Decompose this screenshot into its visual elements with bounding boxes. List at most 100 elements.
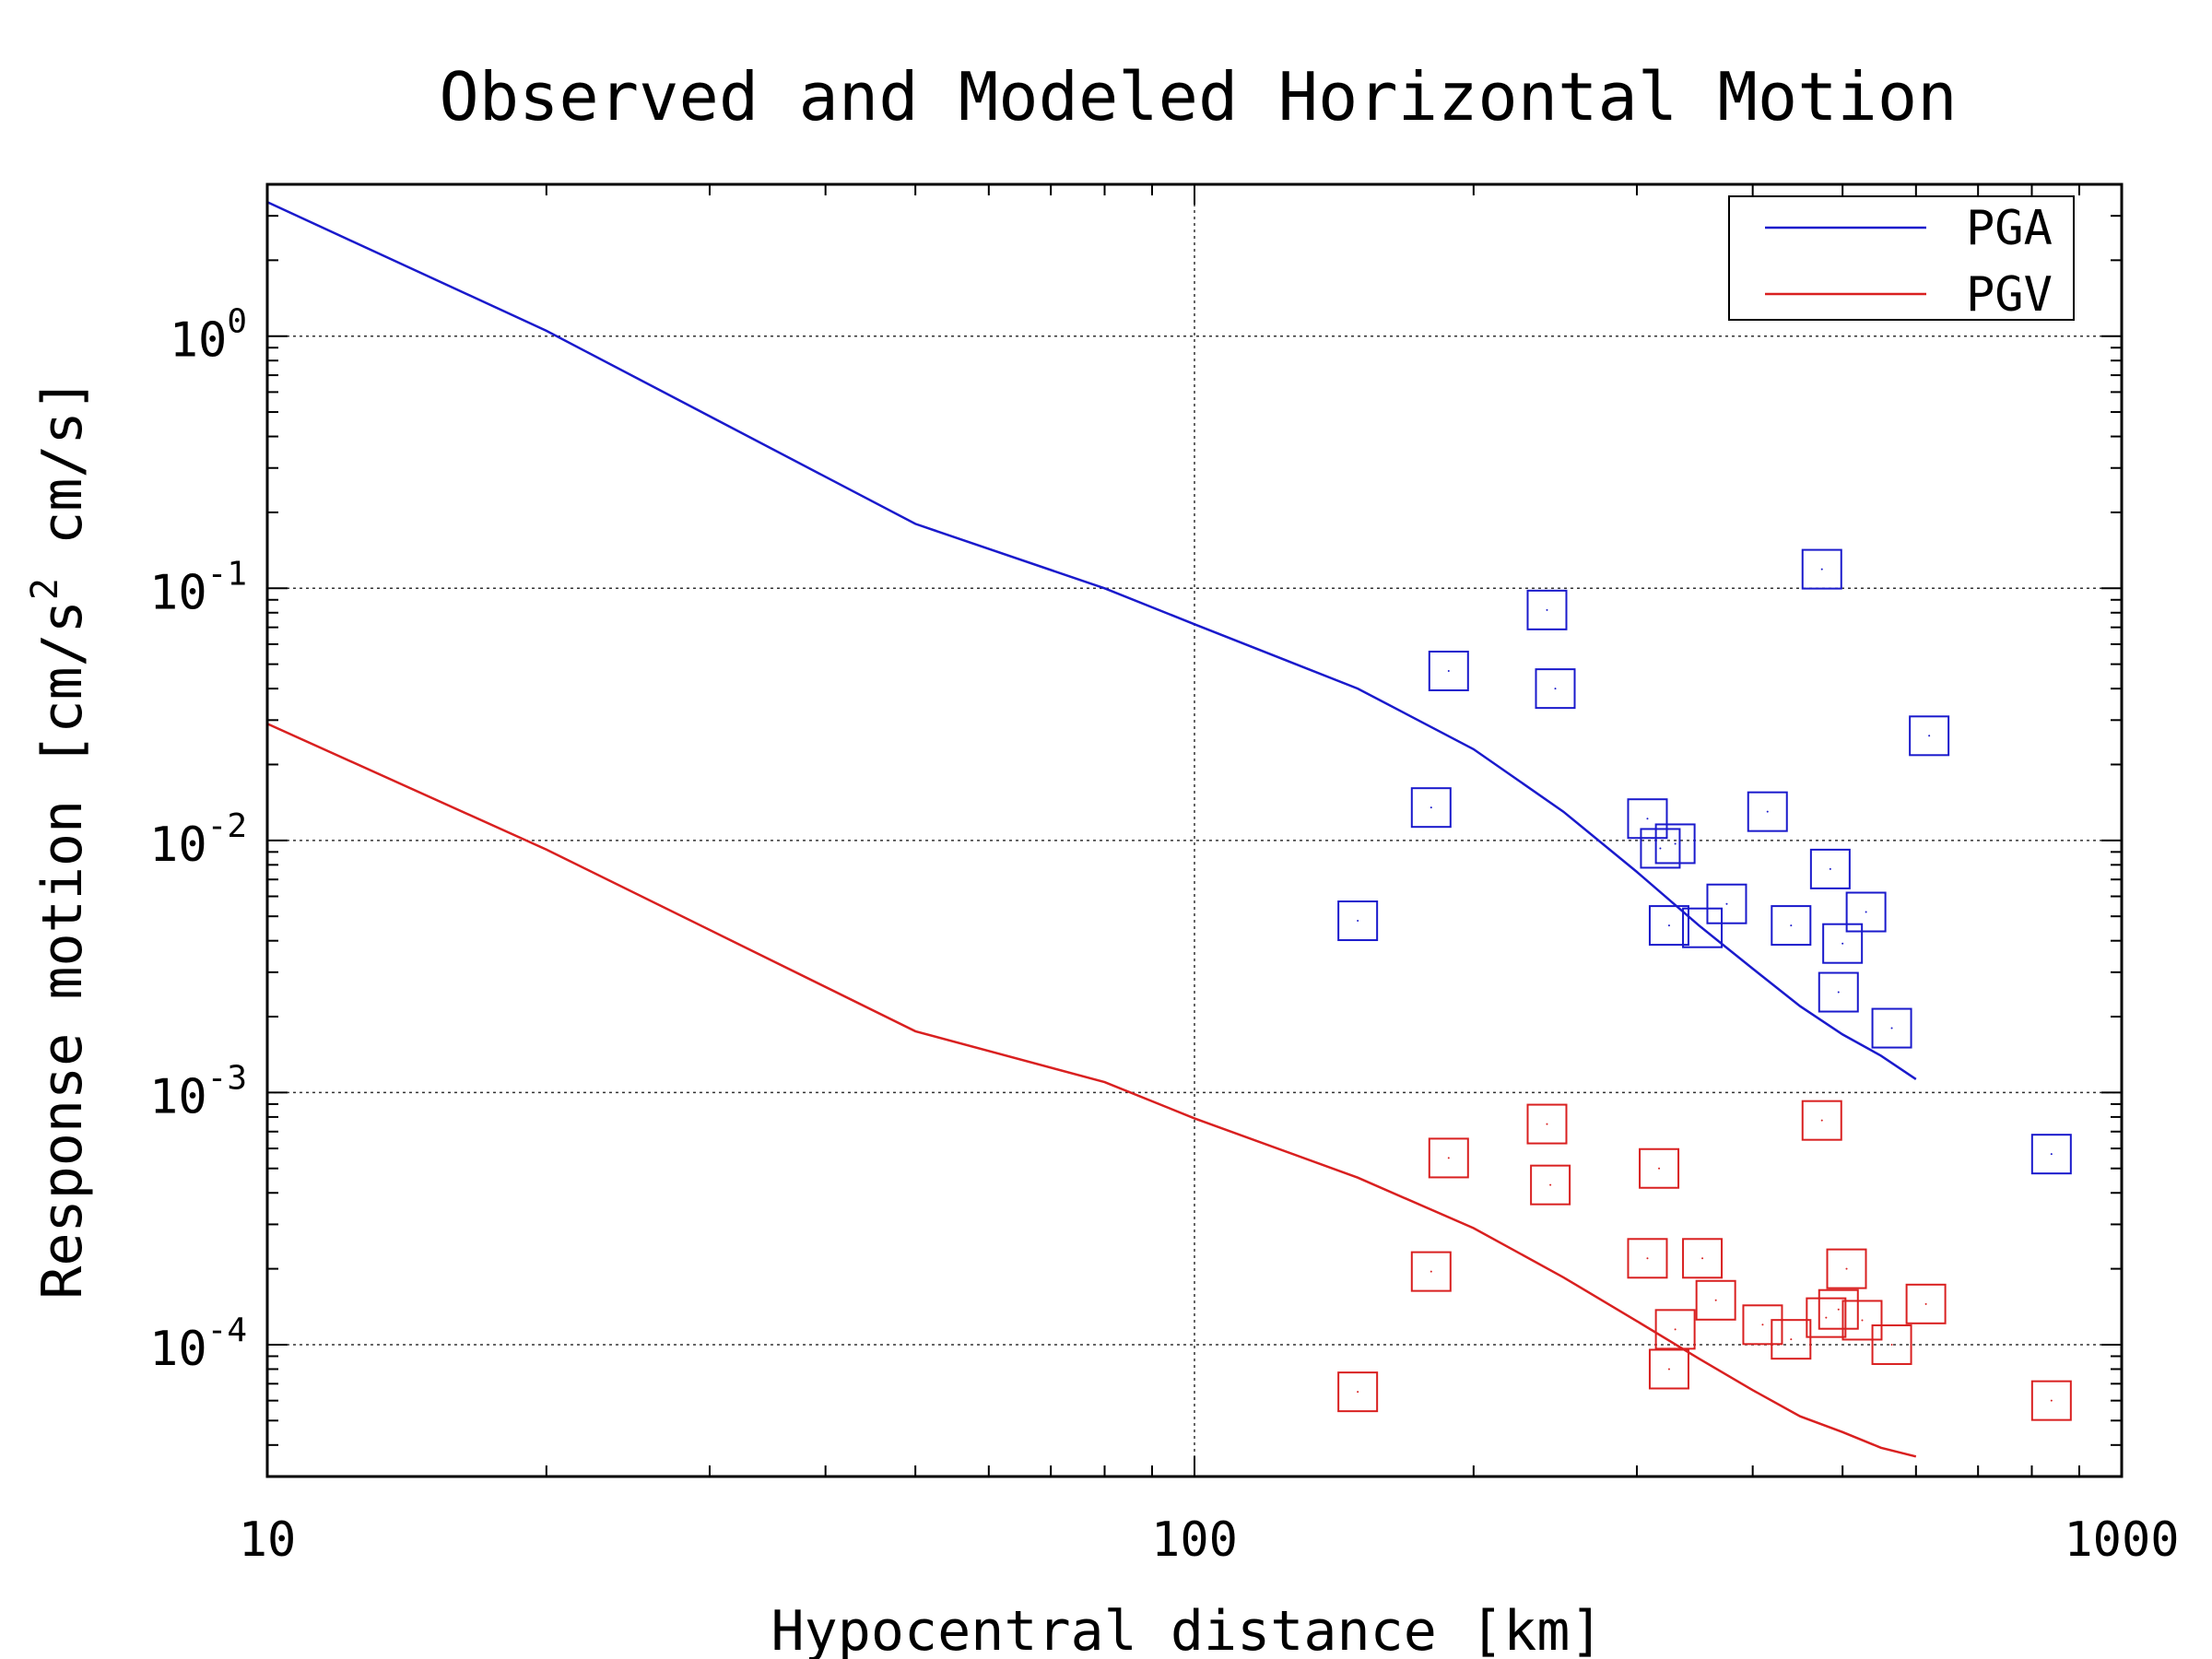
data-point: [1826, 1248, 1867, 1289]
y-tick-label-exponent: -2: [207, 807, 247, 845]
data-point: [1337, 900, 1379, 942]
data-point: [1682, 1238, 1724, 1279]
y-tick-label-base: 10: [149, 1322, 207, 1377]
data-point: [1640, 828, 1681, 869]
data-point-center: [1837, 1308, 1840, 1311]
data-point: [1822, 923, 1864, 964]
data-point: [1801, 548, 1842, 590]
data-point-center: [1829, 867, 1831, 870]
data-point: [1648, 1348, 1689, 1390]
data-point-center: [1890, 1343, 1893, 1346]
data-point: [2030, 1380, 2072, 1421]
data-point: [1627, 1238, 1668, 1279]
data-point: [1871, 1007, 1912, 1049]
data-point-center: [2050, 1153, 2053, 1156]
data-point: [1682, 907, 1724, 948]
legend-label-pgv: PGV: [1966, 267, 2053, 323]
data-point: [1428, 1137, 1469, 1179]
data-point: [1410, 1251, 1452, 1292]
data-point-center: [1549, 1183, 1552, 1186]
y-axis-label-suffix: cm/s]: [30, 378, 95, 578]
y-tick-label-base: 10: [149, 1069, 207, 1124]
legend-box: [1728, 195, 2075, 321]
data-point-center: [1825, 1316, 1828, 1319]
data-point: [1771, 1319, 1812, 1360]
x-tick-label: 100: [1151, 1512, 1238, 1568]
data-point: [1526, 1103, 1568, 1145]
data-point: [1841, 1300, 1883, 1341]
data-point-center: [1845, 1267, 1848, 1270]
data-point-center: [1725, 902, 1728, 905]
x-tick-label: 1000: [2064, 1512, 2179, 1568]
chart-title: Observed and Modeled Horizontal Motion: [439, 58, 1957, 135]
x-tick-labels: 10 100 1000: [239, 1512, 2180, 1568]
data-point: [2030, 1134, 2072, 1175]
y-tick-label: 10-1: [149, 555, 247, 620]
data-point-center: [1714, 1299, 1717, 1301]
x-axis-label: Hypocentral distance [km]: [771, 1599, 1603, 1659]
y-tick-label-exponent: -3: [207, 1059, 247, 1097]
data-point: [1747, 791, 1788, 832]
y-tick-label-exponent: -1: [207, 555, 247, 593]
data-point: [1706, 883, 1747, 924]
data-point: [1337, 1371, 1379, 1413]
data-point: [1818, 971, 1859, 1013]
data-point-center: [1667, 924, 1670, 927]
data-point-center: [1646, 1257, 1649, 1260]
data-point-center: [2050, 1399, 2053, 1402]
data-point: [1627, 798, 1668, 840]
series-line-pga: [267, 201, 1917, 1080]
y-tick-label: 100: [170, 303, 247, 369]
data-point: [1871, 1324, 1912, 1365]
y-tick-label: 10-3: [149, 1059, 247, 1124]
data-point-center: [1790, 924, 1793, 927]
grid: [267, 184, 2122, 1477]
y-tick-label: 10-2: [149, 807, 247, 873]
data-point-center: [1820, 1119, 1823, 1122]
y-tick-label: 10-4: [149, 1312, 247, 1377]
data-point-center: [1554, 688, 1557, 690]
y-tick-label-base: 10: [149, 565, 207, 620]
y-tick-label-exponent: -4: [207, 1312, 247, 1349]
data-point-center: [1430, 806, 1432, 809]
data-point: [1526, 589, 1568, 630]
data-point: [1654, 1309, 1696, 1350]
data-point: [1801, 1100, 1842, 1141]
data-point-center: [1766, 810, 1769, 813]
data-point-center: [1447, 1157, 1450, 1159]
data-point: [1530, 1164, 1571, 1206]
data-point: [1905, 1283, 1947, 1324]
y-tick-label-base: 10: [149, 818, 207, 873]
data-point-center: [1820, 568, 1823, 571]
y-tick-label-base: 10: [170, 313, 228, 369]
data-point: [1639, 1147, 1680, 1189]
plot-series: [267, 201, 2072, 1458]
y-tick-label-exponent: 0: [227, 303, 247, 341]
data-point-center: [1674, 842, 1677, 845]
data-point-center: [1928, 735, 1931, 737]
data-point-center: [1890, 1027, 1893, 1030]
data-point-center: [1357, 920, 1359, 923]
data-point-center: [1865, 911, 1867, 913]
data-point-center: [1430, 1270, 1432, 1273]
plot-frame: [265, 182, 2124, 1478]
data-point: [1771, 905, 1812, 947]
data-point-center: [1841, 942, 1844, 945]
data-point: [1845, 891, 1887, 933]
data-point: [1428, 650, 1469, 691]
data-point-center: [1447, 669, 1450, 672]
data-point-center: [1837, 991, 1840, 994]
data-point-center: [1674, 1328, 1677, 1331]
data-point: [1818, 1288, 1859, 1330]
data-point-center: [1546, 1123, 1548, 1125]
data-point: [1410, 787, 1452, 829]
legend: PGA PGV: [1728, 195, 2075, 323]
data-point: [1654, 823, 1696, 865]
data-point-center: [1357, 1391, 1359, 1394]
data-point: [1695, 1279, 1736, 1321]
data-point-center: [1701, 1257, 1704, 1260]
y-axis-label: Response motion [cm/s2 cm/s]: [24, 378, 95, 1299]
data-point-center: [1659, 847, 1662, 850]
